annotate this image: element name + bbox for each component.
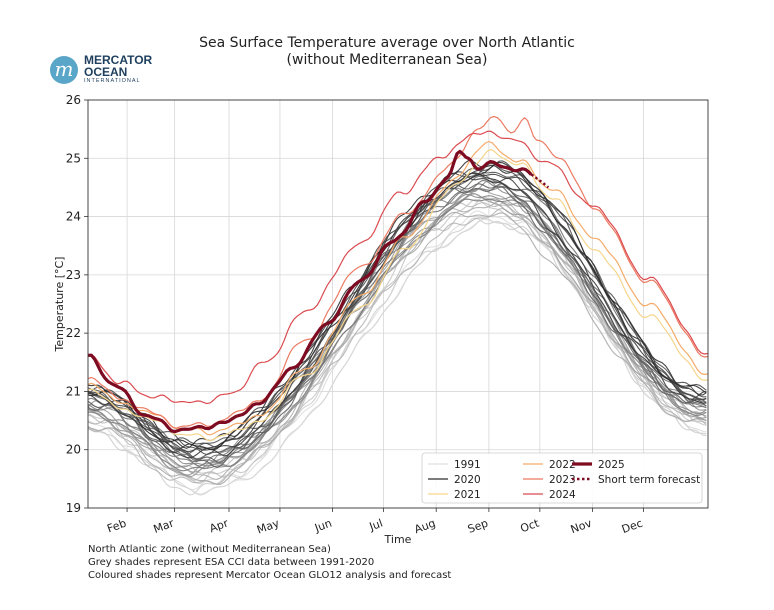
footnote-grey: Grey shades represent ESA CCI data betwe… bbox=[88, 557, 375, 568]
grey-series-line bbox=[88, 172, 707, 452]
grey-series-group bbox=[88, 160, 707, 496]
legend-label: 2022 bbox=[549, 459, 576, 471]
x-tick-label: Nov bbox=[569, 516, 594, 536]
x-tick-label: May bbox=[255, 516, 281, 536]
chart-title-line: Sea Surface Temperature average over Nor… bbox=[199, 35, 575, 51]
x-tick-label: Jun bbox=[312, 517, 334, 535]
series-line-2025 bbox=[88, 149, 533, 434]
legend-box bbox=[421, 452, 703, 504]
x-tick-label: Feb bbox=[105, 517, 128, 536]
grey-series-line bbox=[88, 160, 707, 449]
colour-series-group bbox=[88, 115, 708, 442]
x-tick-label: Mar bbox=[152, 516, 176, 535]
y-tick-label: 25 bbox=[66, 151, 81, 165]
grey-series-line bbox=[88, 160, 707, 448]
x-tick-label: Sep bbox=[466, 517, 490, 536]
series-line-2024 bbox=[88, 130, 708, 405]
grey-series-line bbox=[88, 172, 707, 459]
grey-series-line bbox=[88, 192, 707, 476]
series-line-short-term-forecast bbox=[530, 173, 550, 189]
legend-label: 2023 bbox=[549, 474, 576, 486]
y-tick-label: 20 bbox=[66, 443, 81, 457]
x-tick-label: Apr bbox=[208, 516, 231, 535]
y-tick-label: 23 bbox=[66, 268, 81, 282]
grey-series-line bbox=[88, 200, 707, 480]
x-axis-label: Time bbox=[384, 533, 412, 546]
y-tick-label: 26 bbox=[66, 93, 81, 107]
logo-line-2: OCEAN bbox=[84, 65, 128, 79]
legend-label: 2021 bbox=[454, 489, 481, 501]
y-tick-label: 24 bbox=[66, 210, 81, 224]
y-tick-label: 21 bbox=[66, 384, 81, 398]
x-tick-label: Aug bbox=[413, 517, 438, 537]
logo-line-1: MERCATOR bbox=[84, 53, 153, 67]
x-tick-label: Oct bbox=[519, 516, 542, 535]
series-line-2023 bbox=[88, 115, 708, 429]
footnote-zone: North Atlantic zone (without Mediterrane… bbox=[88, 544, 331, 555]
grey-series-line bbox=[88, 207, 707, 485]
grey-series-line bbox=[88, 167, 707, 454]
x-tick-label: Jul bbox=[367, 517, 385, 534]
chart-subtitle: (without Mediterranean Sea) bbox=[286, 52, 488, 68]
legend-label: 2025 bbox=[598, 459, 625, 471]
grey-series-line bbox=[88, 193, 707, 478]
grey-series-line bbox=[88, 193, 707, 468]
plot-frame bbox=[87, 99, 709, 509]
legend-label: 1991 bbox=[454, 459, 481, 471]
chart-title: Sea Surface Temperature average over Nor… bbox=[0, 35, 774, 69]
series-line-2022 bbox=[88, 140, 708, 436]
y-tick-label: 22 bbox=[66, 326, 81, 340]
grey-series-line bbox=[88, 198, 707, 472]
grey-series-line bbox=[88, 211, 707, 485]
y-axis-label: Temperature [°C] bbox=[53, 257, 66, 353]
legend-label: 2024 bbox=[549, 489, 576, 501]
grey-series-line bbox=[88, 171, 707, 457]
legend-label: 2020 bbox=[454, 474, 481, 486]
logo-wordmark: MERCATOR OCEAN bbox=[84, 54, 152, 78]
footnote-colour: Coloured shades represent Mercator Ocean… bbox=[88, 570, 452, 581]
mercator-ocean-logo: m MERCATOR OCEAN INTERNATIONAL bbox=[50, 52, 160, 86]
y-tick-label: 19 bbox=[66, 501, 81, 515]
logo-line-3: INTERNATIONAL bbox=[84, 78, 141, 84]
legend-label: Short term forecast bbox=[598, 474, 700, 486]
wave-logo-icon: m bbox=[50, 56, 78, 84]
x-tick-label: Dec bbox=[620, 517, 644, 536]
series-line-2021 bbox=[88, 149, 708, 442]
